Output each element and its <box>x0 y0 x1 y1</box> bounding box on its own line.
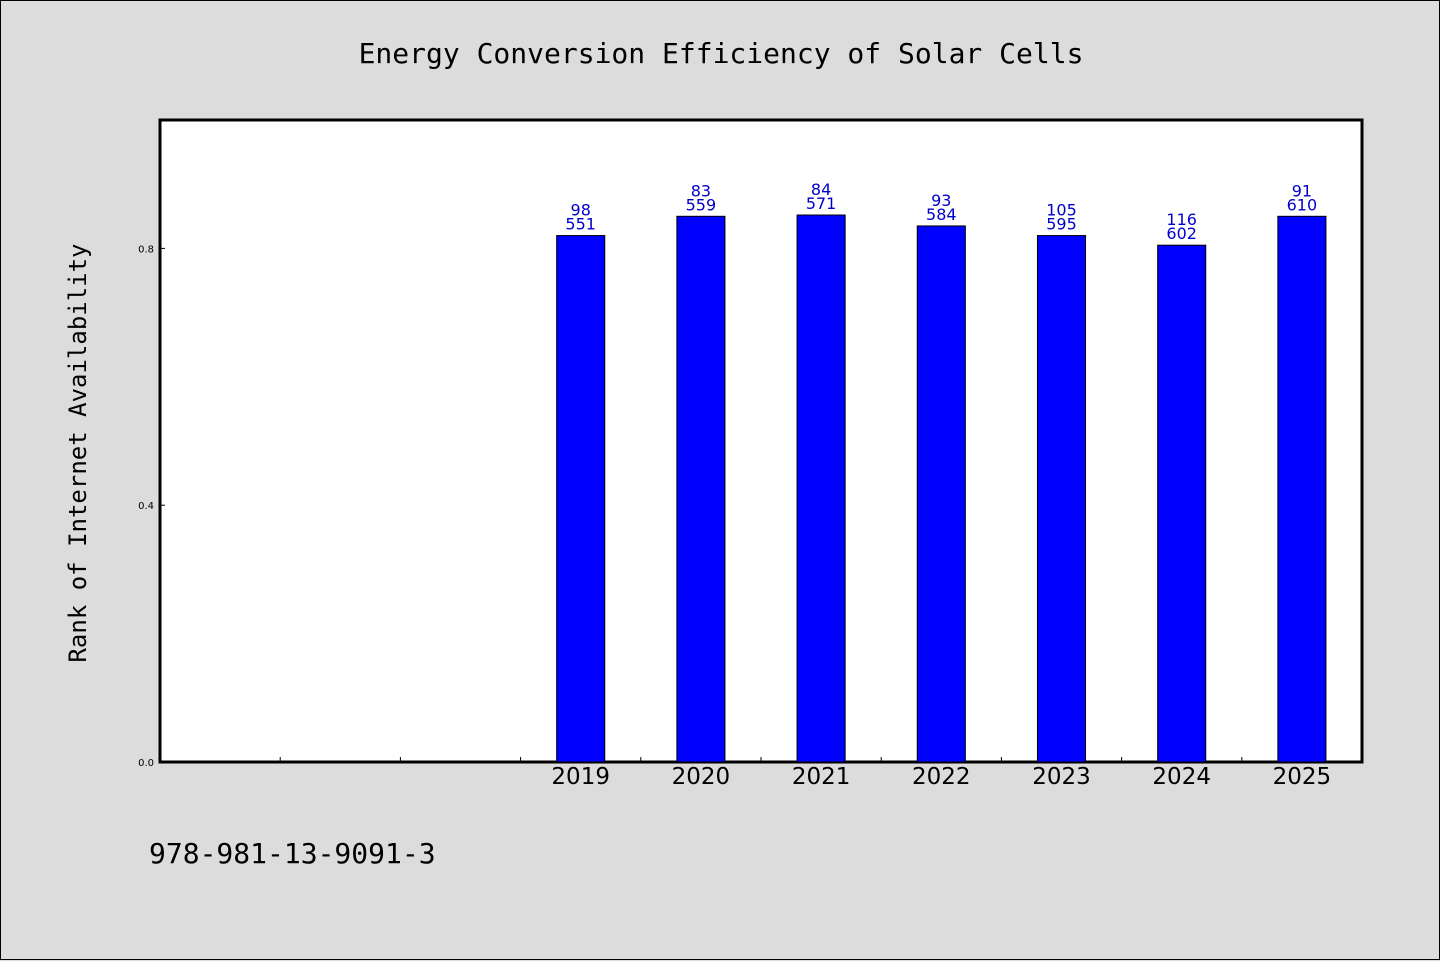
data-label-count: 116 <box>1166 210 1197 229</box>
footnote-isbn: 978-981-13-9091-3 <box>149 837 436 870</box>
y-tick-label: 0.0 <box>138 758 154 769</box>
bar <box>1277 215 1327 763</box>
x-tick-label: 2023 <box>1032 764 1091 790</box>
data-label-value: 584 <box>926 205 957 224</box>
y-tick-label: 0.8 <box>138 244 154 255</box>
data-label-count: 105 <box>1046 201 1077 220</box>
y-axis-label: Rank of Internet Availability <box>64 243 92 662</box>
data-label-value: 571 <box>806 194 837 213</box>
x-tick-label: 2019 <box>551 764 610 790</box>
x-tick-label: 2020 <box>672 764 731 790</box>
y-ticks-group: 0.0 0.4 0.8 <box>138 244 165 769</box>
x-tick-label: 2024 <box>1152 764 1211 790</box>
data-label-count: 98 <box>571 201 591 220</box>
y-tick-label: 0.4 <box>138 501 154 512</box>
x-ticks-group: 2019 2020 2021 2022 2023 2024 2025 <box>279 757 1332 790</box>
data-label-value: 602 <box>1166 224 1197 243</box>
data-label-value: 551 <box>565 215 596 234</box>
data-label-count: 91 <box>1292 181 1312 200</box>
x-tick-label: 2025 <box>1273 764 1332 790</box>
bar <box>1157 244 1207 763</box>
x-tick-label: 2021 <box>792 764 851 790</box>
bar <box>1036 235 1087 763</box>
data-label-count: 84 <box>811 180 831 199</box>
chart-title: Energy Conversion Efficiency of Solar Ce… <box>359 37 1084 70</box>
data-label-value: 595 <box>1046 215 1077 234</box>
bar <box>916 225 966 763</box>
bar <box>676 215 726 763</box>
bar <box>556 235 606 763</box>
x-tick-label: 2022 <box>912 764 971 790</box>
data-label-value: 559 <box>686 195 717 214</box>
bar <box>796 214 846 763</box>
data-label-count: 93 <box>931 191 951 210</box>
data-label-count: 83 <box>691 181 711 200</box>
bars-group <box>556 214 1327 763</box>
data-label-value: 610 <box>1287 195 1318 214</box>
